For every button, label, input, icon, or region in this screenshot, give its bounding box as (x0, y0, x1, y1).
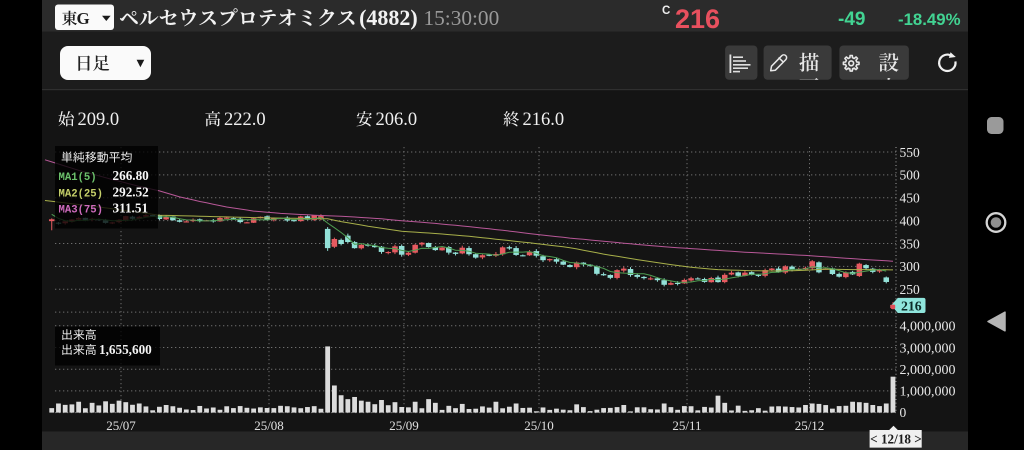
svg-text:2,000,000: 2,000,000 (900, 363, 956, 378)
svg-text:350: 350 (900, 236, 921, 251)
svg-text:222.0: 222.0 (224, 110, 266, 130)
svg-text:500: 500 (900, 168, 921, 183)
svg-text:25/08: 25/08 (254, 418, 284, 433)
svg-text:C: C (662, 5, 670, 17)
svg-text:311.51: 311.51 (113, 201, 149, 216)
svg-text:216.0: 216.0 (523, 110, 565, 130)
svg-text:4,000,000: 4,000,000 (900, 320, 956, 335)
svg-text:25/07: 25/07 (106, 418, 136, 433)
svg-text:MA2(25): MA2(25) (59, 188, 104, 200)
svg-text:15:30:00: 15:30:00 (424, 6, 500, 30)
svg-text:266.80: 266.80 (113, 168, 150, 183)
svg-text:206.0: 206.0 (376, 110, 418, 130)
svg-text:25/11: 25/11 (672, 418, 701, 433)
svg-text:400: 400 (900, 213, 921, 228)
svg-text:25/10: 25/10 (524, 418, 554, 433)
svg-text:-49: -49 (838, 9, 865, 30)
svg-text:25/12: 25/12 (795, 418, 825, 433)
svg-text:25/09: 25/09 (389, 418, 419, 433)
svg-text:216: 216 (675, 4, 720, 34)
svg-text:3,000,000: 3,000,000 (900, 341, 956, 356)
svg-text:292.52: 292.52 (113, 184, 150, 199)
svg-text:MA1(5): MA1(5) (59, 172, 97, 184)
svg-text:< 12/18 >: < 12/18 > (870, 431, 922, 446)
svg-text:1,655,600: 1,655,600 (99, 342, 152, 357)
svg-text:(4882): (4882) (359, 5, 418, 30)
svg-text:G: G (77, 9, 90, 28)
svg-text:450: 450 (900, 191, 921, 206)
svg-text:216: 216 (901, 298, 922, 313)
svg-text:209.0: 209.0 (78, 110, 120, 130)
svg-text:0: 0 (900, 405, 907, 420)
svg-text:1,000,000: 1,000,000 (900, 385, 956, 400)
svg-text:300: 300 (900, 259, 921, 274)
svg-text:-18.49%: -18.49% (898, 10, 961, 29)
svg-text:550: 550 (900, 145, 921, 160)
svg-text:250: 250 (900, 282, 921, 297)
svg-text:MA3(75): MA3(75) (59, 205, 104, 217)
